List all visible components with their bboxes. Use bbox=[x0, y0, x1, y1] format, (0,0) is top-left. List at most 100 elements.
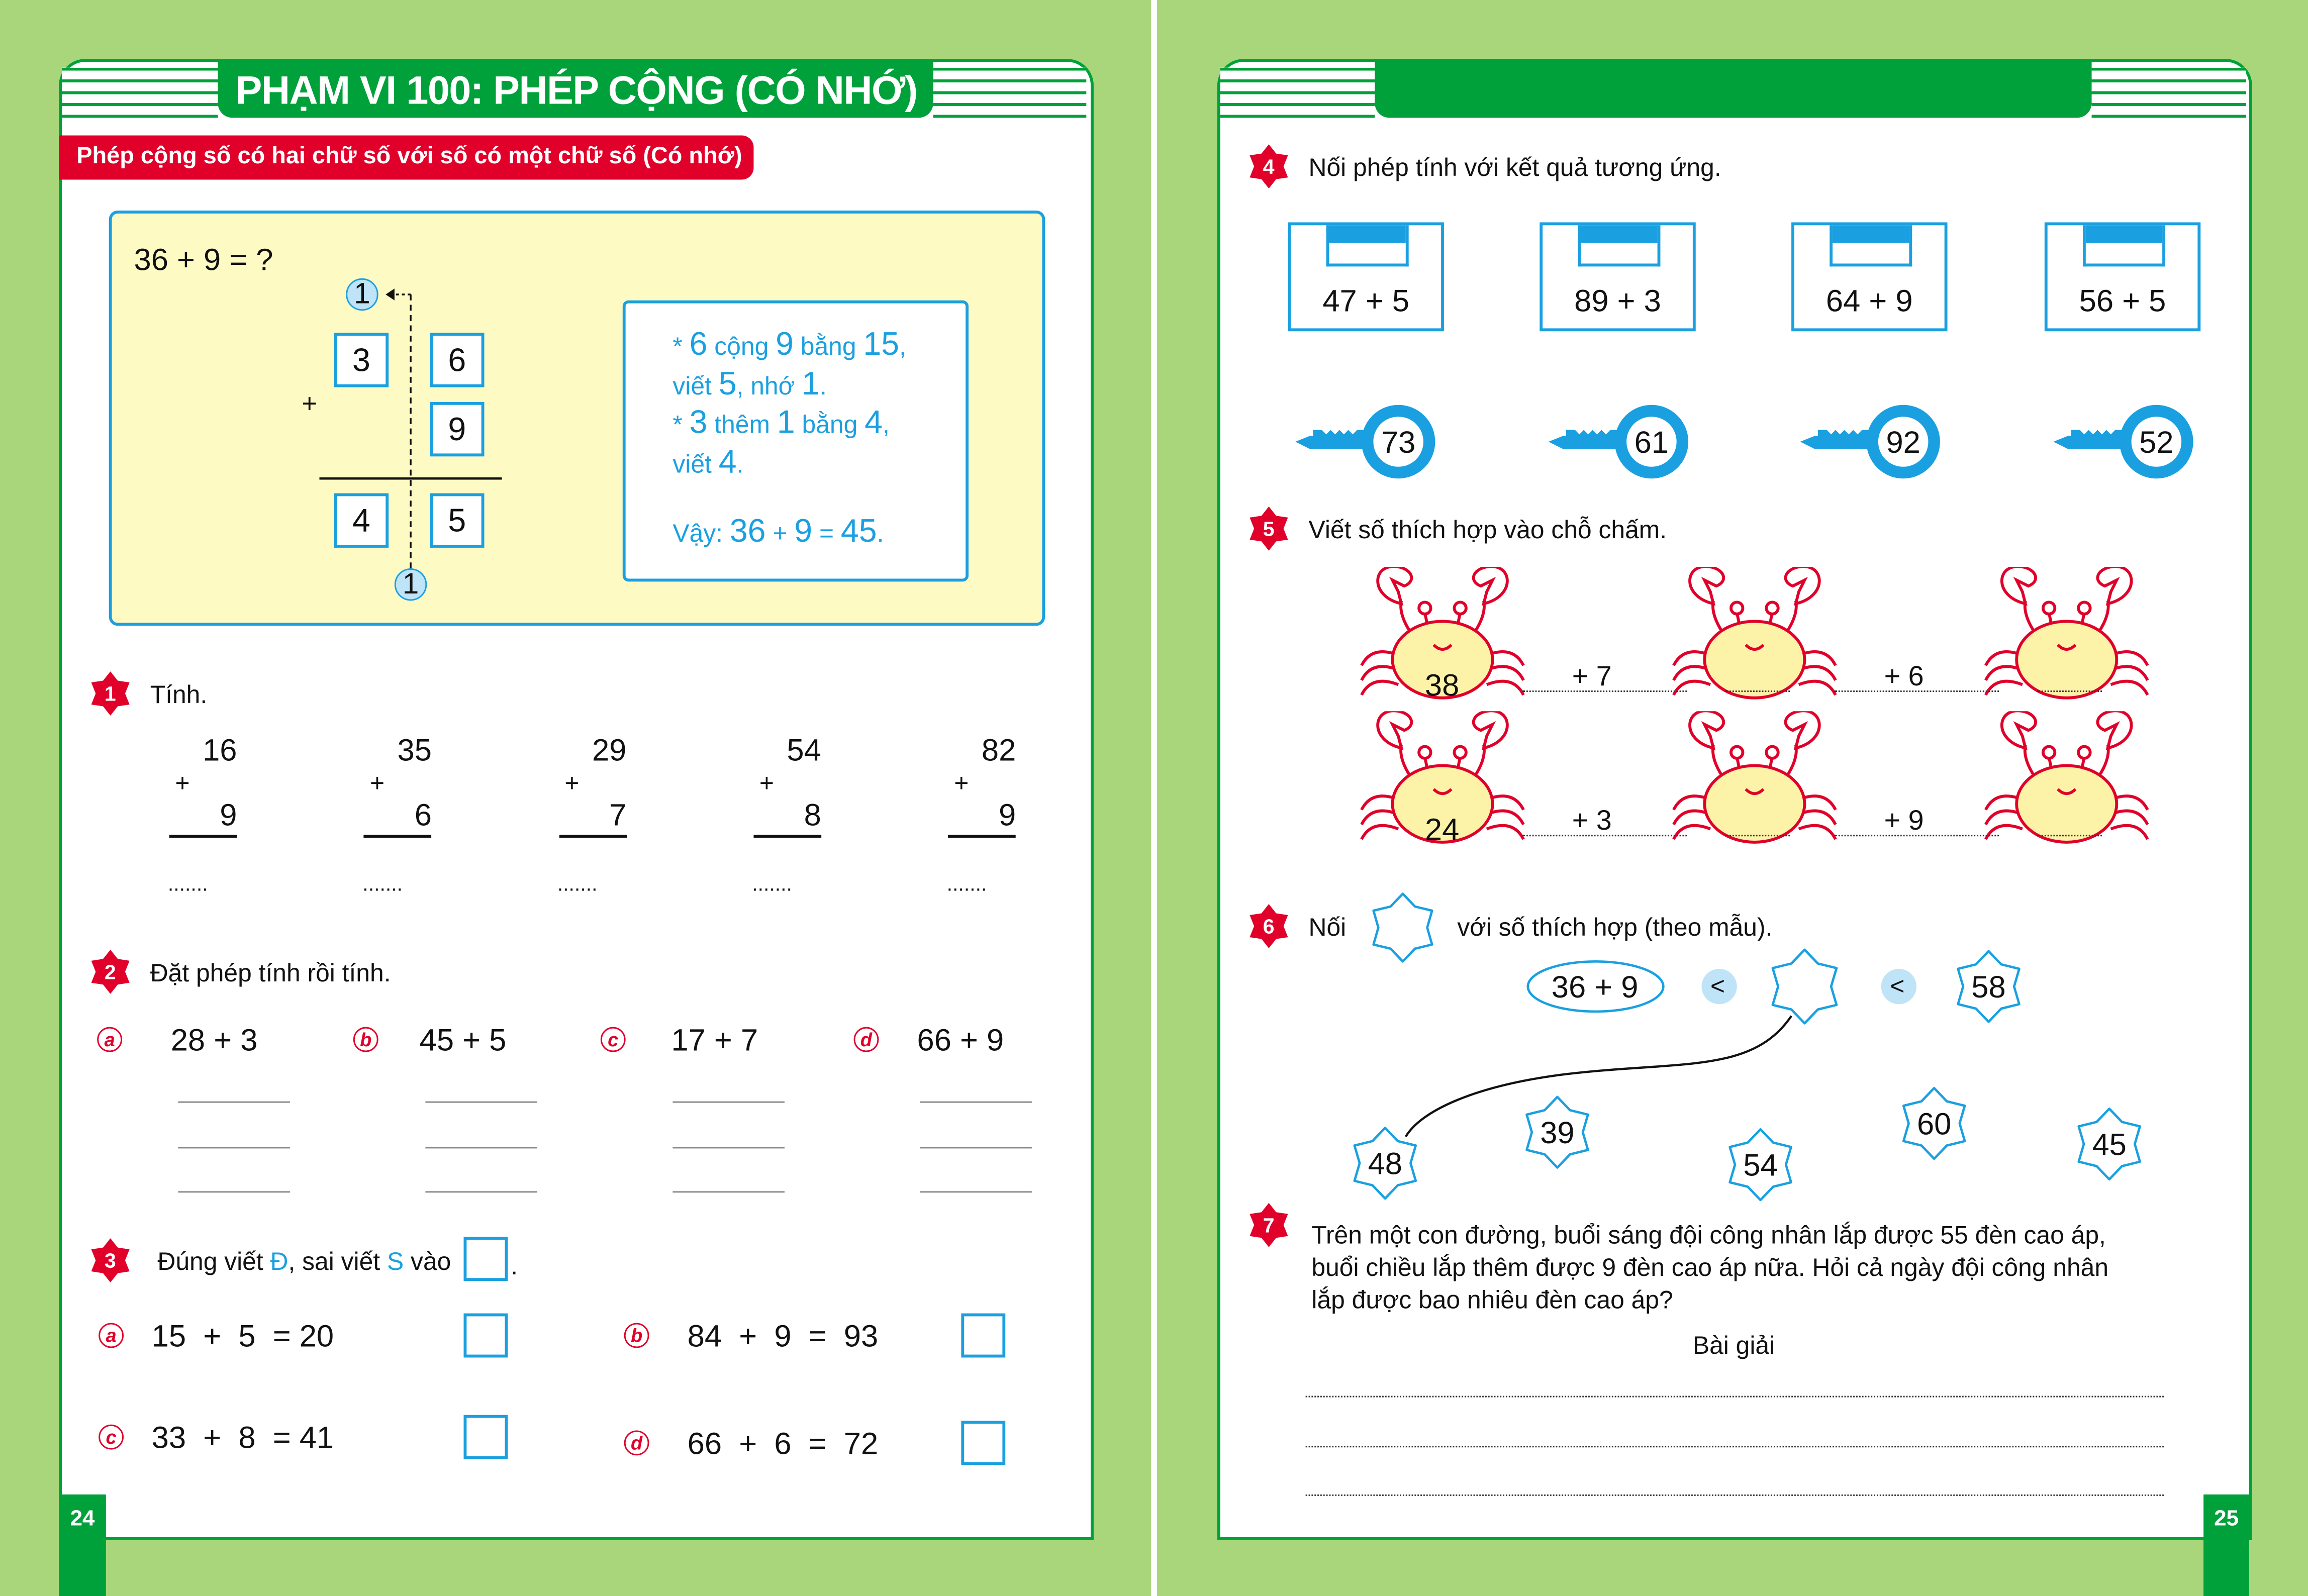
key-ring bbox=[1866, 405, 1940, 479]
operation: + 6 bbox=[1884, 662, 1924, 693]
star-number[interactable]: 58 bbox=[1971, 971, 2006, 1005]
lock-bar bbox=[1581, 225, 1658, 243]
underline bbox=[364, 835, 432, 837]
start-number: 38 bbox=[1424, 669, 1460, 704]
crab-drawing bbox=[1360, 567, 1525, 700]
answer-line bbox=[178, 1191, 290, 1193]
explanation-line: * 3 thêm 1 bằng 4, bbox=[672, 406, 890, 439]
lock-slot-icon bbox=[1578, 225, 1661, 267]
crab-leg bbox=[2110, 679, 2149, 696]
label-part: S bbox=[387, 1248, 404, 1276]
plus-sign: + bbox=[954, 769, 969, 797]
explanation-segment: 5 bbox=[718, 365, 737, 402]
crab-claw bbox=[1472, 567, 1509, 606]
key-number[interactable]: 92 bbox=[1886, 426, 1920, 460]
key-ring bbox=[1361, 405, 1435, 479]
section-subtitle-text: Phép cộng số có hai chữ số với số có một… bbox=[76, 144, 742, 169]
exercise-badge-icon bbox=[1249, 904, 1288, 948]
crab-smile bbox=[1432, 644, 1453, 651]
exercise-3-label: Đúng viết Đ, sai viết S vào bbox=[157, 1249, 451, 1274]
solution-line[interactable] bbox=[1305, 1494, 2164, 1496]
crab-claw bbox=[1784, 567, 1821, 606]
true-false-box[interactable] bbox=[463, 1313, 508, 1358]
crab-smile bbox=[1745, 644, 1765, 651]
addend-top: 35 bbox=[397, 734, 432, 768]
plus-sign: + bbox=[759, 769, 774, 797]
exercise-badge-icon bbox=[91, 671, 130, 716]
crab-claw bbox=[2096, 711, 2133, 750]
true-false-box[interactable] bbox=[463, 1415, 508, 1459]
explanation-segment: + bbox=[765, 520, 795, 548]
addend-bottom: 9 bbox=[999, 799, 1016, 833]
explanation-line: viết 5, nhớ 1. bbox=[672, 365, 826, 402]
star-outline-icon bbox=[1728, 1128, 1792, 1202]
crab-body bbox=[1703, 620, 1806, 700]
answer-dots bbox=[1725, 835, 1790, 837]
explanation-segment: 6 bbox=[689, 325, 708, 362]
answer-dots: ....... bbox=[362, 871, 403, 895]
crab-eye bbox=[1453, 601, 1468, 616]
answer-dots: ....... bbox=[167, 871, 208, 895]
item-letter: d bbox=[853, 1027, 879, 1052]
carry-top: 1 bbox=[346, 277, 378, 311]
exercise-number: 6 bbox=[1263, 914, 1275, 938]
key-ring bbox=[2120, 405, 2193, 479]
key-number[interactable]: 73 bbox=[1381, 426, 1416, 460]
answer-box-sample bbox=[463, 1237, 508, 1281]
star-upper-bound bbox=[1957, 950, 2021, 1023]
star-choice bbox=[1353, 1127, 1417, 1200]
crab-eye bbox=[1765, 745, 1780, 760]
addend-bottom: 8 bbox=[804, 799, 821, 833]
solution-line[interactable] bbox=[1305, 1446, 2164, 1448]
less-than-circle bbox=[1881, 968, 1917, 1005]
crab-leg bbox=[1360, 679, 1399, 696]
crab-leg bbox=[1984, 679, 2023, 696]
problem-text: Trên một con đường, buổi sáng đội công n… bbox=[1311, 1221, 2106, 1250]
crab-leg bbox=[1798, 824, 1837, 840]
explanation-segment: thêm bbox=[707, 411, 777, 439]
answer-line bbox=[920, 1191, 1032, 1193]
true-false-box[interactable] bbox=[961, 1421, 1006, 1465]
crab-claw bbox=[1688, 711, 1725, 750]
exercise-badge-icon bbox=[91, 949, 130, 994]
answer-line bbox=[178, 1101, 290, 1103]
star-number[interactable]: 48 bbox=[1368, 1147, 1402, 1182]
star-number[interactable]: 45 bbox=[2092, 1128, 2127, 1163]
crab-claw bbox=[1376, 711, 1413, 750]
expression: 33 + 8 = 41 bbox=[151, 1421, 334, 1456]
crab-claw bbox=[2096, 567, 2133, 606]
key-shaft bbox=[2053, 430, 2124, 449]
crab-body bbox=[2015, 764, 2119, 844]
explanation-segment: cộng bbox=[707, 333, 776, 361]
crab-icon bbox=[1672, 711, 1837, 844]
badge-star-shape bbox=[1249, 506, 1288, 551]
operation: + 3 bbox=[1572, 806, 1612, 837]
star-number[interactable]: 60 bbox=[1916, 1108, 1952, 1142]
star-empty-icon bbox=[1771, 948, 1838, 1025]
badge-star-shape bbox=[91, 949, 130, 994]
exercise-6-label-end: với số thích hợp (theo mẫu). bbox=[1457, 914, 1773, 942]
addend-bottom: 7 bbox=[609, 799, 627, 833]
solution-line[interactable] bbox=[1305, 1395, 2164, 1398]
result-digit-box: 4 bbox=[334, 493, 389, 548]
answer-line bbox=[425, 1101, 537, 1103]
title-band bbox=[218, 59, 933, 118]
item-letter: a bbox=[99, 1323, 124, 1348]
addend-bottom: 9 bbox=[220, 799, 237, 833]
true-false-box[interactable] bbox=[961, 1313, 1006, 1358]
key-number[interactable]: 52 bbox=[2139, 426, 2174, 460]
connection-curve bbox=[1404, 1015, 1792, 1138]
key-number[interactable]: 61 bbox=[1634, 426, 1669, 460]
expression: 56 + 5 bbox=[2079, 284, 2166, 319]
addend-top: 29 bbox=[592, 734, 627, 768]
star-number[interactable]: 39 bbox=[1540, 1117, 1575, 1151]
addend-top: 54 bbox=[787, 734, 821, 768]
label-part: vào bbox=[404, 1248, 451, 1276]
explanation-segment: 9 bbox=[794, 512, 813, 549]
crab-leg bbox=[2110, 824, 2149, 840]
exercise-badge-icon bbox=[1249, 1203, 1288, 1247]
sample-connection-line bbox=[1404, 1015, 1792, 1138]
explanation-segment: , bbox=[899, 333, 906, 361]
star-number[interactable]: 54 bbox=[1743, 1149, 1778, 1183]
expression-oval bbox=[1526, 960, 1665, 1013]
